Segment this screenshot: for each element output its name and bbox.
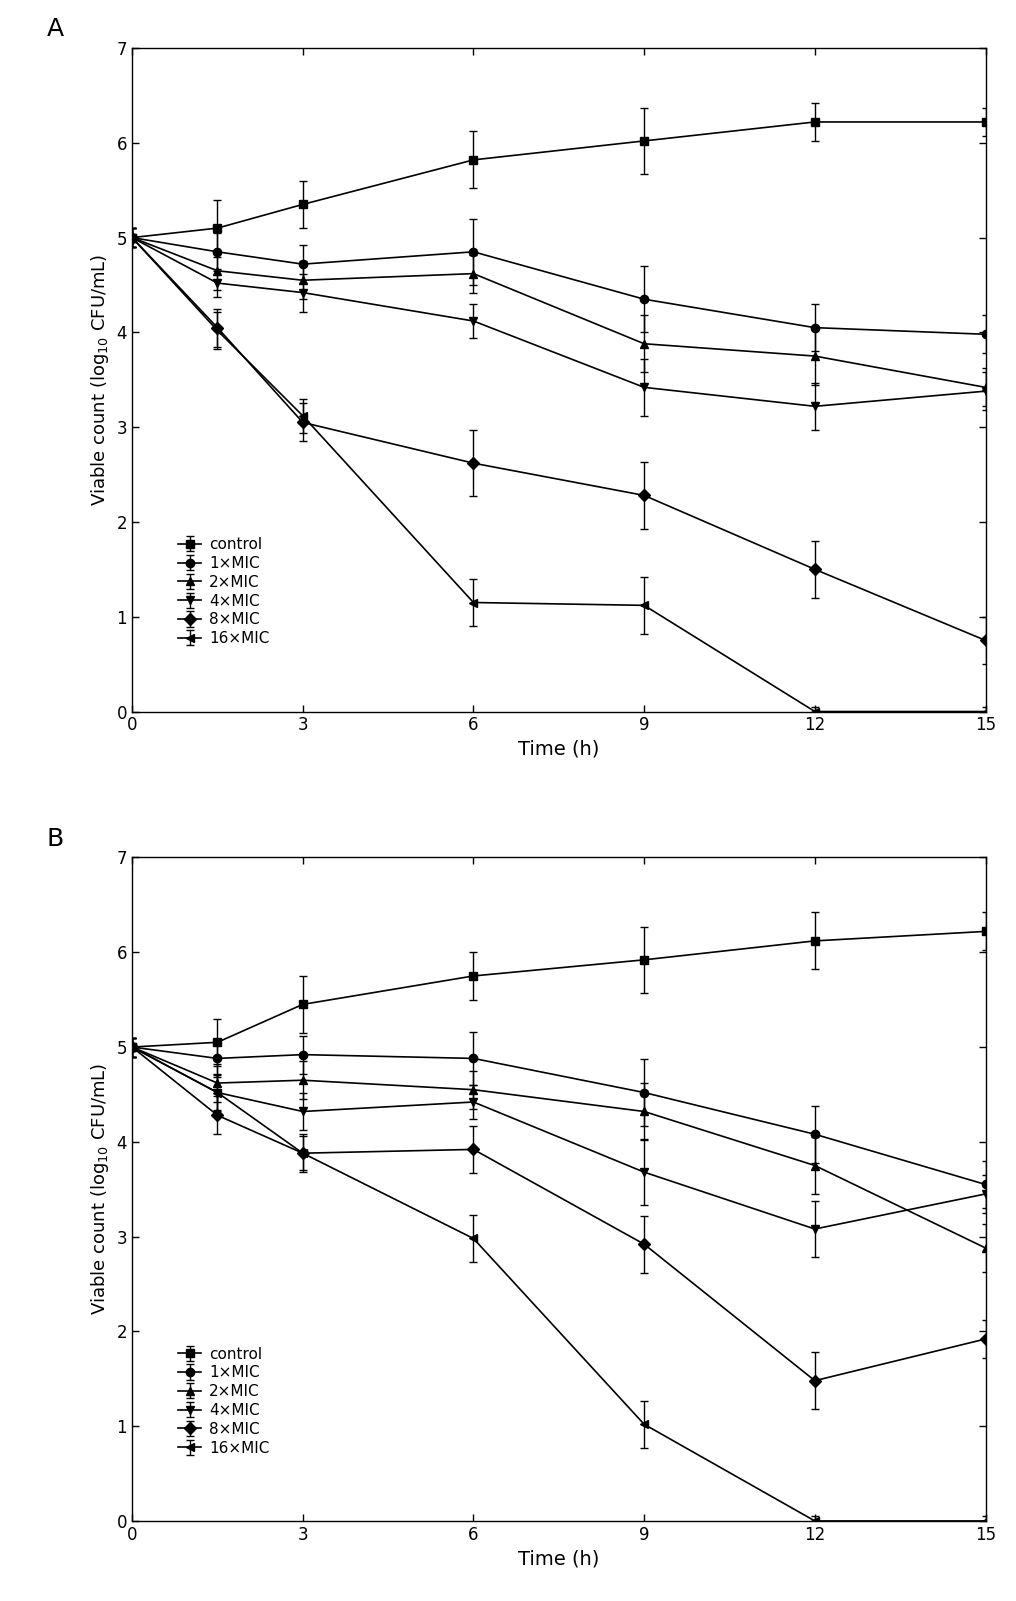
Y-axis label: Viable count $\mathregular{(log_{10}\ CFU/mL)}$: Viable count $\mathregular{(log_{10}\ CF… <box>89 1063 111 1316</box>
Y-axis label: Viable count $\mathregular{(log_{10}\ CFU/mL)}$: Viable count $\mathregular{(log_{10}\ CF… <box>89 253 111 506</box>
X-axis label: Time (h): Time (h) <box>518 1550 599 1569</box>
Legend: control, 1×MIC, 2×MIC, 4×MIC, 8×MIC, 16×MIC: control, 1×MIC, 2×MIC, 4×MIC, 8×MIC, 16×… <box>174 1342 274 1460</box>
Legend: control, 1×MIC, 2×MIC, 4×MIC, 8×MIC, 16×MIC: control, 1×MIC, 2×MIC, 4×MIC, 8×MIC, 16×… <box>174 533 274 650</box>
Text: B: B <box>47 826 64 850</box>
Text: A: A <box>47 18 64 42</box>
X-axis label: Time (h): Time (h) <box>518 740 599 759</box>
